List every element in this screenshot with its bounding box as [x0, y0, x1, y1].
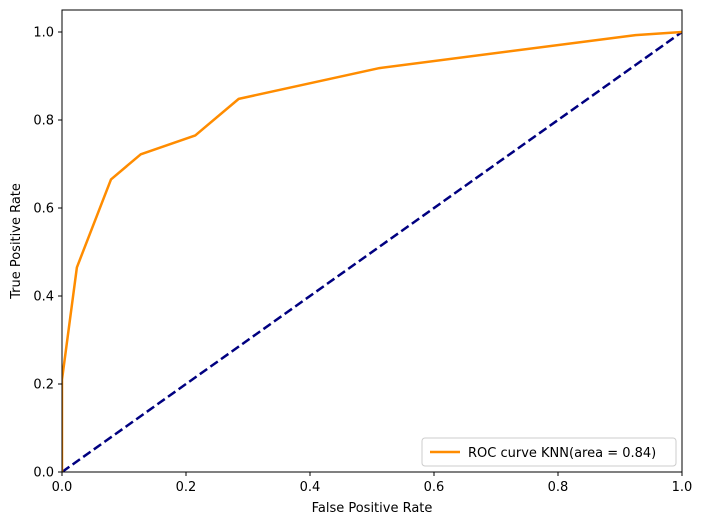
legend: ROC curve KNN(area = 0.84) — [421, 437, 677, 467]
y-tick-label: 0.2 — [33, 378, 54, 393]
y-tick-label: 0.0 — [33, 466, 54, 481]
x-tick-label: 0.2 — [176, 480, 197, 495]
series-layer — [62, 30, 682, 472]
x-tick-label: 0.6 — [424, 480, 445, 495]
y-tick-label: 0.4 — [33, 290, 54, 305]
x-tick-label: 0.4 — [300, 480, 321, 495]
plot-frame — [61, 9, 683, 473]
chance-diagonal-line — [62, 30, 682, 472]
x-axis-label: False Positive Rate — [312, 501, 433, 516]
legend-label-roc: ROC curve KNN(area = 0.84) — [468, 446, 656, 461]
x-axis: 0.0 0.2 0.4 0.6 0.8 1.0 — [52, 472, 693, 495]
y-tick-label: 0.6 — [33, 202, 54, 217]
x-tick-label: 1.0 — [672, 480, 693, 495]
y-tick-label: 1.0 — [33, 26, 54, 41]
legend-box — [421, 437, 677, 467]
y-axis: 0.0 0.2 0.4 0.6 0.8 1.0 — [33, 26, 62, 481]
x-tick-label: 0.8 — [548, 480, 569, 495]
y-tick-label: 0.8 — [33, 114, 54, 129]
plot-area — [62, 10, 682, 472]
roc-curve-line — [62, 30, 682, 472]
y-axis-label: True Positive Rate — [9, 183, 24, 300]
x-tick-label: 0.0 — [52, 480, 73, 495]
